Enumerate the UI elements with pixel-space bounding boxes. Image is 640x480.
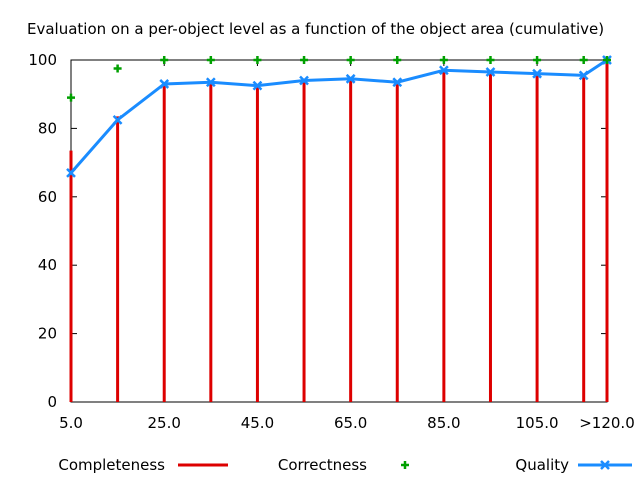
chart-title: Evaluation on a per-object level as a fu… — [27, 20, 604, 38]
x-tick-label: 25.0 — [148, 414, 181, 432]
quality-point — [438, 65, 449, 76]
correctness-point — [603, 56, 611, 64]
correctness-point — [113, 64, 122, 73]
y-tick-label: 60 — [38, 188, 57, 206]
quality-point — [485, 67, 496, 77]
quality-point — [299, 75, 309, 86]
quality-series — [66, 55, 612, 178]
correctness-point — [253, 56, 262, 64]
y-tick-label: 0 — [47, 393, 57, 411]
quality-point — [252, 80, 263, 91]
correctness-point — [439, 56, 448, 64]
plot-frame — [70, 59, 608, 403]
legend-label-quality: Quality — [515, 456, 569, 474]
x-tick-label: 45.0 — [241, 414, 274, 432]
quality-point — [532, 68, 542, 79]
x-tick-label: 65.0 — [334, 414, 367, 432]
axis-ticks: 0 20 40 60 80 100 5.0 25.0 45.0 65.0 85.0 105.0 >120… — [28, 51, 634, 432]
quality-point — [392, 77, 403, 88]
legend: Completeness Correctness Quality — [58, 456, 632, 474]
legend-marker-quality — [600, 460, 610, 470]
correctness-point — [67, 93, 75, 102]
correctness-point — [579, 56, 588, 64]
quality-point — [345, 73, 356, 84]
y-tick-label: 20 — [38, 325, 57, 343]
y-tick-label: 80 — [38, 119, 57, 137]
correctness-point — [346, 56, 355, 64]
correctness-point — [486, 56, 495, 64]
quality-point — [205, 77, 216, 88]
correctness-series — [67, 56, 611, 102]
correctness-point — [393, 56, 402, 64]
y-tick-label: 100 — [28, 51, 57, 69]
completeness-series — [69, 60, 609, 402]
correctness-point — [533, 56, 542, 64]
legend-label-correctness: Correctness — [278, 456, 367, 474]
correctness-point — [206, 56, 215, 64]
correctness-point — [160, 56, 169, 64]
quality-point — [66, 167, 76, 178]
quality-line — [69, 58, 608, 174]
x-tick-label: 85.0 — [427, 414, 460, 432]
quality-point — [159, 79, 170, 89]
x-tick-label: 5.0 — [59, 414, 83, 432]
y-tick-label: 40 — [38, 256, 57, 274]
quality-point — [578, 70, 589, 81]
x-tick-label: 105.0 — [516, 414, 559, 432]
x-tick-label: >120.0 — [579, 414, 635, 432]
legend-label-completeness: Completeness — [58, 456, 165, 474]
correctness-point — [300, 56, 309, 64]
legend-swatch-correctness — [401, 461, 409, 469]
quality-point — [112, 114, 123, 125]
